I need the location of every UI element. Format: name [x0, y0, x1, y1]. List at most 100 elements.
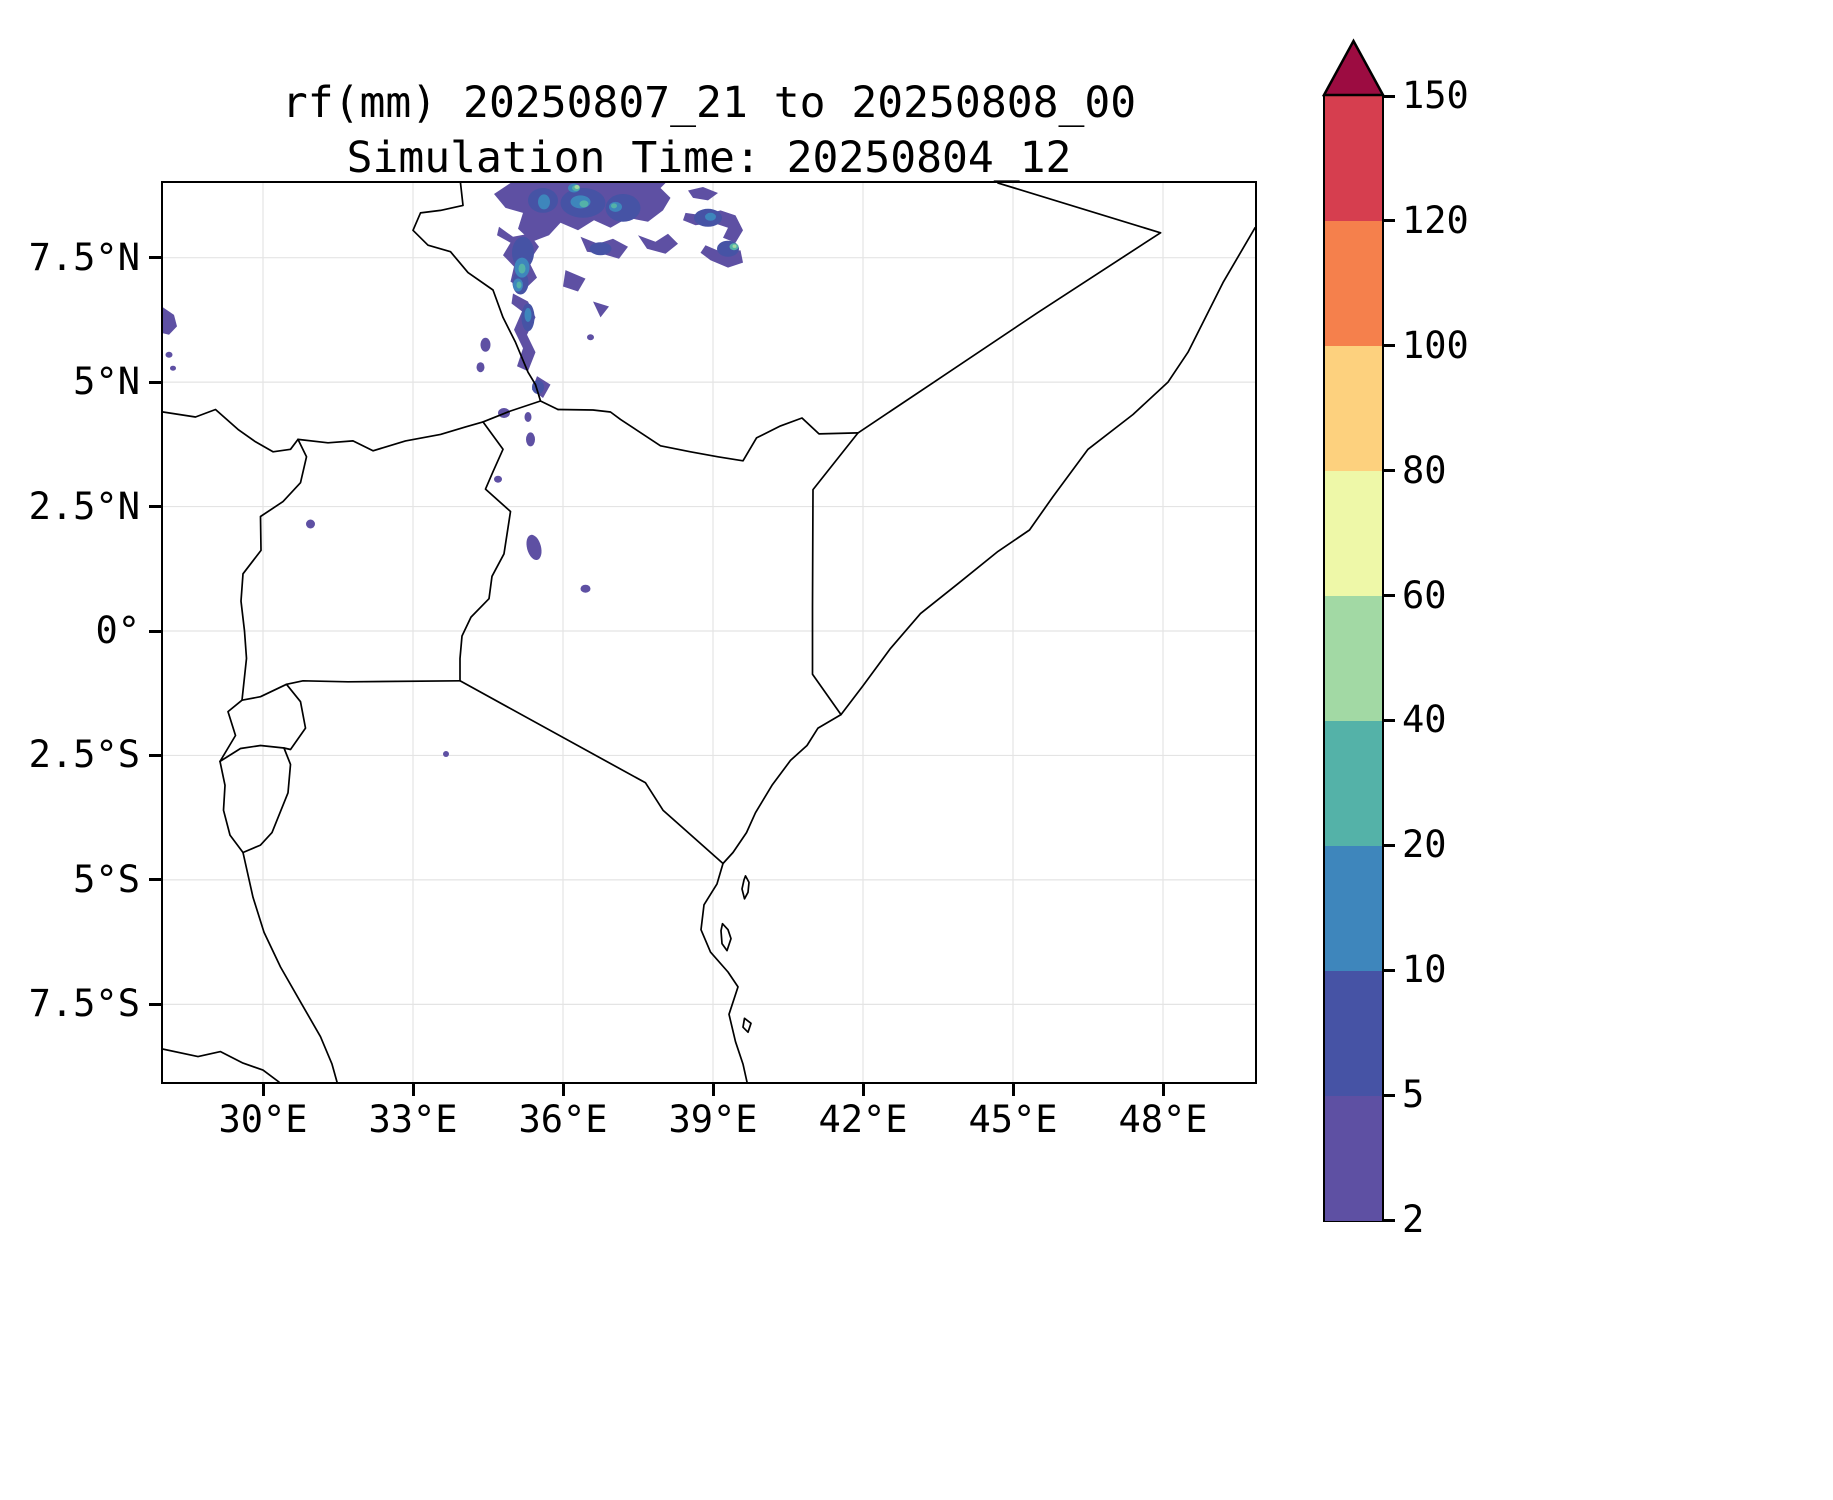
x-tick-label: 39°E [668, 1098, 758, 1141]
colorbar-tick-label: 5 [1402, 1073, 1425, 1117]
colorbar-tick-mark [1384, 1093, 1395, 1097]
y-tick-mark [149, 256, 161, 260]
rain-patch [524, 412, 532, 422]
rain-patch [443, 751, 449, 757]
country-border [811, 432, 859, 716]
rain-patch [593, 301, 609, 318]
colorbar-tick-mark [1384, 594, 1395, 598]
rain-patch [611, 203, 617, 209]
x-tick-mark [261, 1084, 265, 1096]
x-tick-label: 48°E [1118, 1098, 1208, 1141]
colorbar-segment [1325, 1095, 1382, 1221]
colorbar-tick-mark [1384, 344, 1395, 348]
y-tick-mark [149, 505, 161, 509]
y-tick-label: 5°N [73, 360, 140, 404]
colorbar-segment [1325, 720, 1382, 846]
rain-patch [688, 187, 718, 201]
rain-patch [538, 194, 550, 210]
country-border [557, 408, 859, 462]
rain-patch [605, 194, 641, 222]
x-tick-label: 42°E [818, 1098, 908, 1141]
y-tick-label: 7.5°N [28, 235, 140, 279]
island-outline [720, 922, 732, 952]
y-tick-mark [149, 878, 161, 882]
colorbar-over-arrow [1322, 38, 1385, 97]
y-tick-label: 5°S [73, 857, 140, 901]
rain-patch [563, 270, 586, 292]
x-tick-mark [861, 1084, 865, 1096]
rain-patch [638, 233, 678, 254]
country-border [459, 679, 724, 865]
country-border [219, 744, 285, 763]
y-tick-label: 0° [95, 609, 140, 652]
chart-title: rf(mm) 20250807_21 to 20250808_00 [281, 78, 1137, 128]
rain-patch [574, 185, 580, 189]
colorbar-tick-mark [1384, 843, 1395, 847]
colorbar-segment [1325, 96, 1382, 222]
colorbar-tick-label: 10 [1402, 948, 1447, 992]
x-tick-mark [711, 1084, 715, 1096]
rain-patch [587, 334, 594, 341]
rain-patch [476, 362, 485, 373]
rain-patch [494, 475, 502, 483]
rain-patch [580, 584, 591, 593]
y-tick-mark [149, 1002, 161, 1006]
colorbar-tick-mark [1384, 1218, 1395, 1222]
rain-patch [518, 263, 526, 274]
colorbar-extend-arrow [1322, 38, 1385, 97]
country-border [242, 683, 338, 1082]
x-tick-label: 45°E [968, 1098, 1058, 1141]
plot-area-border [161, 181, 1257, 1084]
rain-patch [579, 200, 589, 208]
rain-patch [524, 307, 532, 322]
colorbar-tick-label: 120 [1402, 198, 1469, 242]
colorbar-tick-label: 2 [1402, 1198, 1425, 1241]
country-border [857, 231, 1162, 434]
colorbar-tick-label: 40 [1402, 698, 1447, 742]
y-tick-mark [149, 753, 161, 757]
colorbar-tick-mark [1384, 968, 1395, 972]
rain-patch [526, 432, 535, 447]
y-tick-mark [149, 629, 161, 633]
y-tick-label: 2.5°S [28, 733, 140, 777]
x-tick-label: 36°E [518, 1098, 608, 1141]
colorbar-segment [1325, 470, 1382, 597]
colorbar-segment [1325, 220, 1382, 347]
chart-subtitle: Simulation Time: 20250804_12 [346, 133, 1072, 183]
rain-patch [705, 212, 716, 221]
colorbar-tick-label: 20 [1402, 823, 1447, 867]
x-tick-mark [561, 1084, 565, 1096]
colorbar-tick-label: 80 [1402, 448, 1447, 492]
colorbar-tick-mark [1384, 718, 1395, 722]
y-tick-label: 2.5°N [28, 484, 140, 528]
rain-patch [526, 534, 542, 560]
colorbar-segment [1325, 595, 1382, 722]
y-tick-mark [149, 380, 161, 384]
country-border [412, 183, 559, 411]
x-tick-mark [1161, 1084, 1165, 1096]
rain-patch [163, 307, 177, 335]
colorbar-tick-label: 150 [1402, 74, 1469, 117]
country-border [240, 438, 308, 702]
rain-patch [516, 281, 522, 289]
country-border [997, 183, 1162, 234]
country-border [163, 408, 299, 453]
island-outline [742, 1017, 752, 1034]
x-tick-mark [1011, 1084, 1015, 1096]
colorbar-tick-label: 60 [1402, 573, 1447, 617]
x-tick-label: 30°E [218, 1098, 308, 1141]
rain-patch [165, 351, 173, 358]
rain-patch [306, 519, 315, 529]
y-tick-label: 7.5°S [28, 982, 140, 1026]
rain-patch [589, 242, 612, 256]
x-tick-mark [411, 1084, 415, 1096]
country-border [219, 699, 244, 854]
country-border [297, 400, 542, 452]
country-border [700, 226, 1255, 1082]
rain-patch [480, 337, 491, 352]
colorbar-segment [1325, 970, 1382, 1096]
country-border [241, 679, 461, 702]
island-outline [741, 875, 750, 900]
rain-patch [700, 245, 743, 268]
